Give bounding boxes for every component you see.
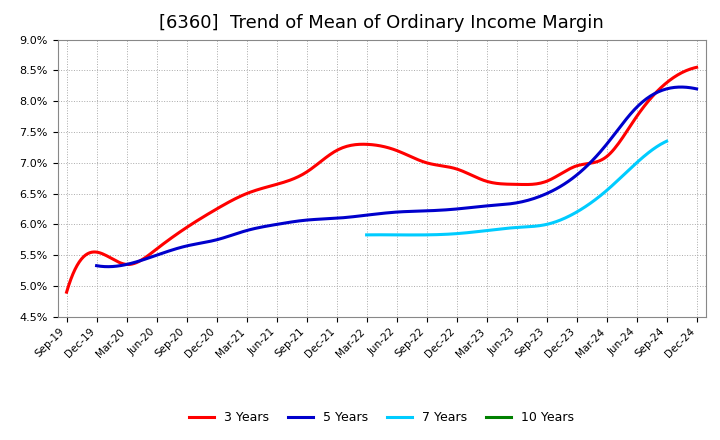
- 3 Years: [62, 290, 71, 295]
- 3 Years: [435, 163, 444, 168]
- 3 Years: [64, 283, 73, 288]
- Line: 3 Years: 3 Years: [66, 67, 697, 292]
- Title: [6360]  Trend of Mean of Ordinary Income Margin: [6360] Trend of Mean of Ordinary Income …: [159, 15, 604, 33]
- 3 Years: [437, 163, 446, 169]
- 3 Years: [593, 159, 602, 164]
- 7 Years: [410, 232, 418, 238]
- 7 Years: [616, 175, 625, 180]
- 7 Years: [542, 222, 551, 227]
- 3 Years: [693, 65, 701, 70]
- 5 Years: [693, 86, 701, 92]
- 5 Years: [92, 263, 101, 268]
- 7 Years: [364, 232, 372, 238]
- Line: 7 Years: 7 Years: [366, 141, 667, 235]
- Line: 5 Years: 5 Years: [96, 87, 697, 267]
- 7 Years: [547, 220, 556, 226]
- 5 Years: [94, 264, 103, 269]
- 5 Years: [451, 206, 460, 212]
- 7 Years: [541, 222, 549, 227]
- Legend: 3 Years, 5 Years, 7 Years, 10 Years: 3 Years, 5 Years, 7 Years, 10 Years: [184, 406, 579, 429]
- 5 Years: [676, 84, 685, 90]
- 5 Years: [600, 144, 608, 150]
- 3 Years: [634, 113, 642, 118]
- 5 Years: [638, 99, 647, 105]
- 5 Years: [462, 205, 470, 211]
- 7 Years: [662, 139, 671, 144]
- 7 Years: [635, 158, 644, 163]
- 3 Years: [448, 165, 456, 170]
- 5 Years: [449, 207, 458, 212]
- 7 Years: [362, 232, 371, 238]
- 5 Years: [104, 264, 113, 269]
